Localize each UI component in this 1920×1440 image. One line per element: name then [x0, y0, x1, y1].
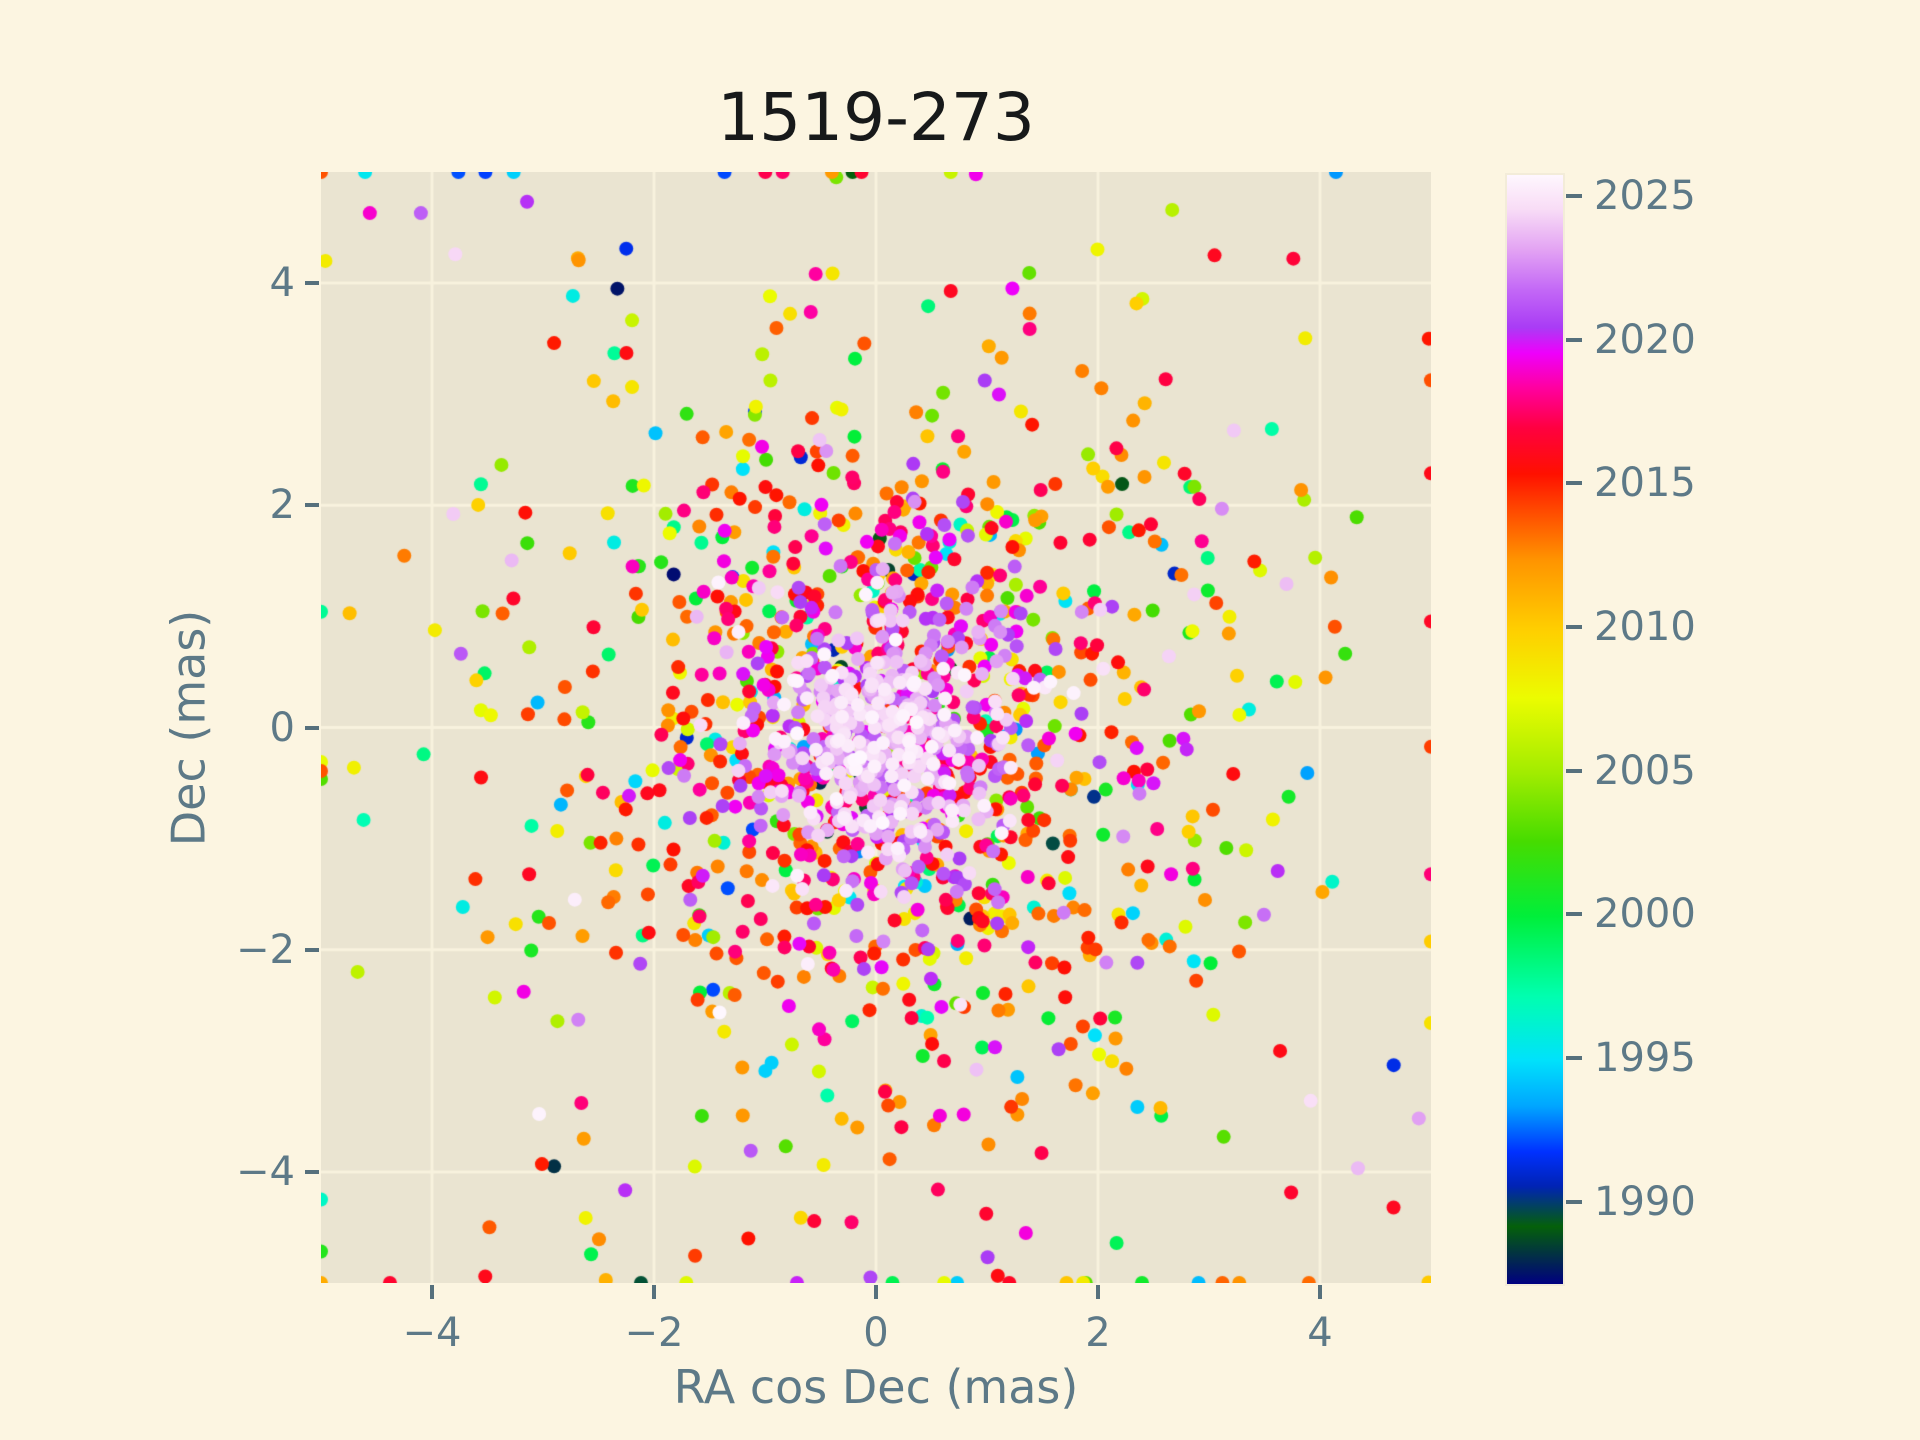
y-tick-label: −4 [236, 1148, 295, 1195]
y-tick-label: −2 [236, 926, 295, 973]
tick-mark [1566, 337, 1582, 342]
colorbar-tick-label: 2010 [1594, 603, 1696, 650]
tick-mark [1566, 1199, 1582, 1204]
scatter-plot-canvas [321, 172, 1431, 1283]
tick-mark [874, 1285, 878, 1299]
tick-mark [1566, 912, 1582, 917]
tick-mark [305, 947, 319, 952]
tick-mark [1566, 193, 1582, 198]
x-tick-label: 2 [1085, 1310, 1111, 1356]
y-tick-label: 2 [269, 482, 295, 529]
tick-mark [430, 1285, 434, 1299]
tick-mark [305, 503, 319, 508]
y-tick-label: 0 [269, 704, 295, 751]
x-tick-label: −4 [402, 1310, 462, 1356]
colorbar-tick-label: 2025 [1594, 172, 1696, 219]
colorbar-tick-label: 1990 [1594, 1178, 1696, 1225]
colorbar-tick-label: 2015 [1594, 460, 1696, 507]
x-tick-label: 0 [863, 1310, 889, 1356]
tick-mark [652, 1285, 656, 1299]
tick-mark [1566, 1055, 1582, 1060]
x-tick-label: 4 [1307, 1310, 1333, 1356]
y-tick-label: 4 [269, 260, 295, 307]
x-tick-label: −2 [624, 1310, 684, 1356]
tick-mark [1566, 768, 1582, 773]
tick-mark [305, 281, 319, 286]
tick-mark [1566, 481, 1582, 486]
tick-mark [305, 725, 319, 730]
tick-mark [1318, 1285, 1322, 1299]
chart-title: 1519-273 [717, 79, 1035, 156]
colorbar-tick-label: 2005 [1594, 747, 1696, 794]
x-axis-label: RA cos Dec (mas) [673, 1360, 1079, 1414]
y-axis-label: Dec (mas) [161, 609, 216, 846]
colorbar-tick-label: 1995 [1594, 1034, 1696, 1081]
colorbar-tick-label: 2020 [1594, 316, 1696, 363]
colorbar-gradient [1505, 173, 1565, 1286]
tick-mark [1096, 1285, 1100, 1299]
colorbar-tick-label: 2000 [1594, 891, 1696, 938]
tick-mark [1566, 624, 1582, 629]
tick-mark [305, 1169, 319, 1174]
